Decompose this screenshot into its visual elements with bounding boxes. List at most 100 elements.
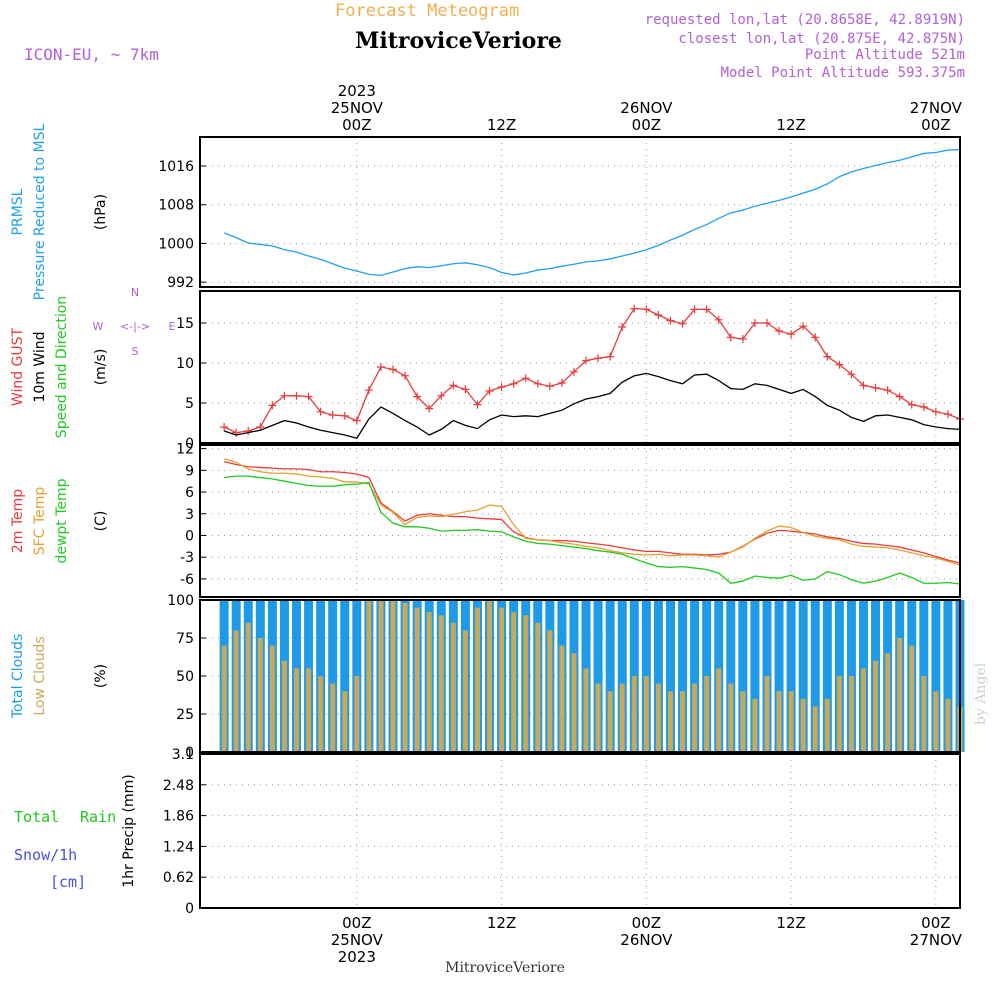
low-cloud-bar [487,600,493,752]
compass-west: W [93,320,104,333]
gust-marker [533,379,542,388]
y-tick-label: 992 [167,275,194,291]
axis-label: Total Clouds [10,634,26,719]
top-time-label: 12Z [776,116,805,134]
top-time-label: 26NOV [620,99,673,117]
y-tick-label: 3.1 [172,747,194,763]
y-tick-label: 3 [185,507,194,523]
total-cloud-bar [750,600,760,752]
low-cloud-bar [667,691,673,752]
series-line-sfc-temp [223,458,961,566]
y-tick-label: 50 [176,669,194,685]
y-tick-label: 0 [185,745,194,761]
gust-marker [690,305,699,314]
total-cloud-bar [653,600,663,752]
gust-marker [847,370,856,379]
low-cloud-bar [836,676,842,752]
gust-marker [437,391,446,400]
credit: by Angel [973,662,989,725]
axis-label: Speed and Direction [54,296,70,438]
total-cloud-bar [726,600,736,752]
low-cloud-bar [511,612,517,752]
low-cloud-bar [619,683,625,752]
top-time-label: 12Z [487,116,516,134]
gust-marker [714,315,723,324]
gust-marker [594,354,603,363]
gust-marker [485,387,494,395]
gust-marker [413,392,422,401]
location-title: MitroviceVeriore [355,28,562,54]
unit-label: (hPa) [93,194,109,230]
low-cloud-bar [692,683,698,752]
panel-frame [199,444,961,598]
gust-marker [244,427,253,435]
closest-coords: closest lon,lat (20.875E, 42.875N) [678,31,965,47]
top-time-label: 00Z [921,116,950,134]
low-cloud-bar [643,676,649,752]
gust-marker [509,379,518,388]
gust-marker [618,323,627,331]
gust-marker [931,407,940,416]
gust-marker [292,391,301,400]
y-tick-label: 6 [185,485,194,501]
gust-marker [606,352,615,361]
panel-frame [199,599,961,753]
low-cloud-bar [885,653,891,752]
model-label: ICON-EU, ~ 7km [24,45,159,64]
gust-marker [557,379,566,387]
gust-marker [280,391,289,400]
low-cloud-bar [318,676,324,752]
gust-marker [835,360,844,369]
y-tick-label: 0 [185,436,194,452]
gust-marker [376,363,385,371]
total-cloud-bar [943,600,953,752]
low-cloud-bar [607,691,613,752]
series-line-wind-gust [223,307,961,434]
low-cloud-bar [740,691,746,752]
axis-label: PRMSL [10,188,26,235]
total-cloud-bar [328,600,338,752]
gust-marker [316,407,325,416]
y-tick-label: 1.24 [163,839,194,855]
y-tick-label: 2.48 [163,778,194,794]
gust-marker [352,416,361,425]
low-cloud-bar [450,622,456,752]
low-cloud-bar [764,676,770,752]
y-tick-label: 0 [185,901,194,917]
panel-frame [199,753,961,909]
gust-marker [268,401,277,410]
gust-marker [823,352,832,361]
gust-marker [497,383,506,391]
unit-label: (C) [93,511,109,532]
gust-marker [425,404,434,413]
total-cloud-bar [593,600,603,752]
low-cloud-bar [945,698,951,752]
precip-legend-snow: Snow/1h [14,846,77,864]
low-cloud-bar [824,698,830,752]
low-cloud-bar [523,615,529,752]
series-line-2m-temp [223,461,961,564]
gust-marker [871,383,880,392]
low-cloud-bar [414,607,420,752]
y-tick-label: 25 [176,707,194,723]
gust-marker [389,365,398,374]
low-cloud-bar [474,607,480,752]
low-cloud-bar [499,607,505,752]
low-cloud-bar [426,612,432,752]
precip-legend-total: Total [14,808,59,826]
axis-label: Low Clouds [32,636,48,715]
bottom-time-label: 00Z [921,914,950,932]
gust-marker [811,333,820,342]
compass-north: N [131,286,139,299]
low-cloud-bar [704,676,710,752]
y-tick-label: 1000 [158,236,194,252]
low-cloud-bar [728,683,734,752]
total-cloud-bar [605,600,615,752]
y-tick-label: -3 [180,550,194,566]
requested-coords: requested lon,lat (20.8658E, 42.8919N) [645,12,965,28]
low-cloud-bar [860,668,866,752]
low-cloud-bar [221,645,227,752]
low-cloud-bar [294,668,300,752]
low-cloud-bar [330,683,336,752]
axis-label: 2m Temp [10,489,26,553]
